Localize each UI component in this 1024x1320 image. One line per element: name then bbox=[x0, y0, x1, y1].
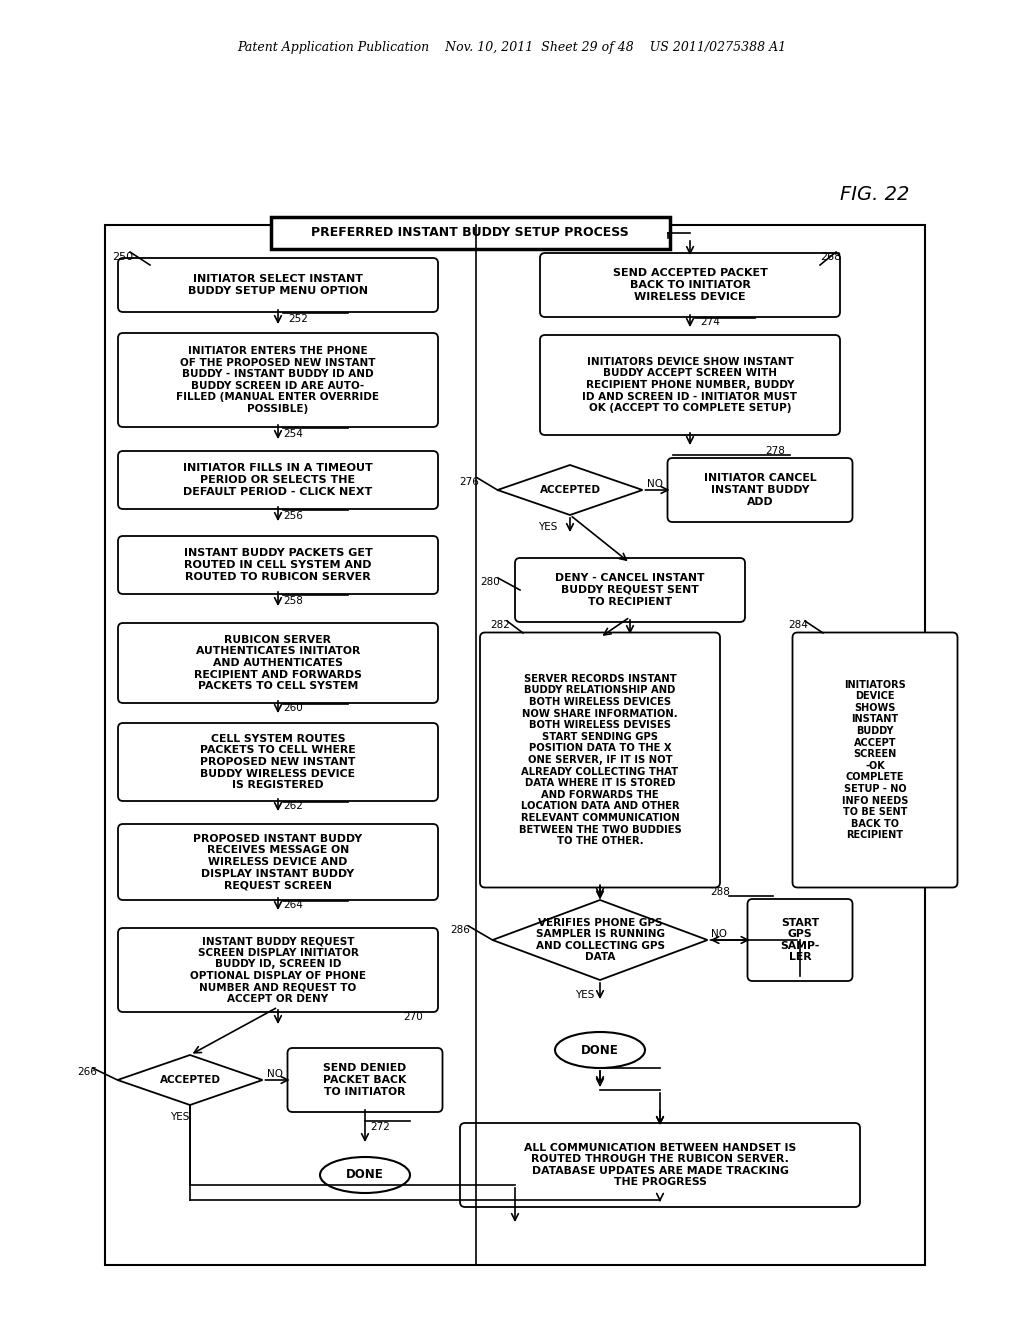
FancyBboxPatch shape bbox=[480, 632, 720, 887]
Text: 256: 256 bbox=[283, 511, 303, 521]
Text: ACCEPTED: ACCEPTED bbox=[540, 484, 600, 495]
Text: 282: 282 bbox=[490, 620, 510, 630]
Text: INSTANT BUDDY PACKETS GET
ROUTED IN CELL SYSTEM AND
ROUTED TO RUBICON SERVER: INSTANT BUDDY PACKETS GET ROUTED IN CELL… bbox=[183, 548, 373, 582]
Text: INITIATOR SELECT INSTANT
BUDDY SETUP MENU OPTION: INITIATOR SELECT INSTANT BUDDY SETUP MEN… bbox=[188, 275, 368, 296]
Text: INSTANT BUDDY REQUEST
SCREEN DISPLAY INITIATOR
BUDDY ID, SCREEN ID
OPTIONAL DISP: INSTANT BUDDY REQUEST SCREEN DISPLAY INI… bbox=[190, 936, 366, 1005]
Text: RUBICON SERVER
AUTHENTICATES INITIATOR
AND AUTHENTICATES
RECIPIENT AND FORWARDS
: RUBICON SERVER AUTHENTICATES INITIATOR A… bbox=[195, 635, 361, 692]
Text: YES: YES bbox=[538, 521, 557, 532]
Text: YES: YES bbox=[575, 990, 595, 1001]
Text: 288: 288 bbox=[711, 887, 730, 898]
Text: ALL COMMUNICATION BETWEEN HANDSET IS
ROUTED THROUGH THE RUBICON SERVER.
DATABASE: ALL COMMUNICATION BETWEEN HANDSET IS ROU… bbox=[524, 1143, 796, 1188]
FancyBboxPatch shape bbox=[540, 253, 840, 317]
Text: 262: 262 bbox=[283, 801, 303, 810]
Text: DONE: DONE bbox=[582, 1044, 618, 1056]
FancyBboxPatch shape bbox=[540, 335, 840, 436]
Text: 250: 250 bbox=[112, 252, 133, 261]
FancyBboxPatch shape bbox=[118, 536, 438, 594]
Text: DONE: DONE bbox=[346, 1168, 384, 1181]
Text: SEND ACCEPTED PACKET
BACK TO INITIATOR
WIRELESS DEVICE: SEND ACCEPTED PACKET BACK TO INITIATOR W… bbox=[612, 268, 767, 301]
Text: 266: 266 bbox=[78, 1067, 97, 1077]
Text: NO: NO bbox=[266, 1069, 283, 1078]
FancyBboxPatch shape bbox=[118, 928, 438, 1012]
FancyBboxPatch shape bbox=[288, 1048, 442, 1111]
Text: YES: YES bbox=[170, 1111, 189, 1122]
FancyBboxPatch shape bbox=[118, 257, 438, 312]
FancyBboxPatch shape bbox=[118, 723, 438, 801]
Text: 260: 260 bbox=[283, 704, 303, 713]
Text: DENY - CANCEL INSTANT
BUDDY REQUEST SENT
TO RECIPIENT: DENY - CANCEL INSTANT BUDDY REQUEST SENT… bbox=[555, 573, 705, 607]
Text: SEND DENIED
PACKET BACK
TO INITIATOR: SEND DENIED PACKET BACK TO INITIATOR bbox=[324, 1064, 407, 1097]
Text: 276: 276 bbox=[460, 477, 479, 487]
Polygon shape bbox=[498, 465, 642, 515]
FancyBboxPatch shape bbox=[118, 623, 438, 704]
Text: INITIATORS DEVICE SHOW INSTANT
BUDDY ACCEPT SCREEN WITH
RECIPIENT PHONE NUMBER, : INITIATORS DEVICE SHOW INSTANT BUDDY ACC… bbox=[583, 356, 798, 413]
Text: 254: 254 bbox=[283, 429, 303, 440]
FancyBboxPatch shape bbox=[748, 899, 853, 981]
Text: 252: 252 bbox=[288, 314, 308, 323]
Text: 280: 280 bbox=[480, 577, 500, 587]
Text: 272: 272 bbox=[370, 1122, 390, 1133]
Text: 274: 274 bbox=[700, 317, 720, 327]
Text: START
GPS
SAMP-
LER: START GPS SAMP- LER bbox=[780, 917, 819, 962]
Text: 258: 258 bbox=[283, 597, 303, 606]
Text: 286: 286 bbox=[451, 925, 470, 935]
Text: 268: 268 bbox=[820, 252, 842, 261]
Text: PREFERRED INSTANT BUDDY SETUP PROCESS: PREFERRED INSTANT BUDDY SETUP PROCESS bbox=[311, 227, 629, 239]
FancyBboxPatch shape bbox=[515, 558, 745, 622]
FancyBboxPatch shape bbox=[118, 824, 438, 900]
Text: NO: NO bbox=[712, 929, 727, 939]
Text: INITIATOR CANCEL
INSTANT BUDDY
ADD: INITIATOR CANCEL INSTANT BUDDY ADD bbox=[703, 474, 816, 507]
Text: VERIFIES PHONE GPS
SAMPLER IS RUNNING
AND COLLECTING GPS
DATA: VERIFIES PHONE GPS SAMPLER IS RUNNING AN… bbox=[536, 917, 665, 962]
FancyBboxPatch shape bbox=[793, 632, 957, 887]
Polygon shape bbox=[493, 900, 708, 979]
Polygon shape bbox=[118, 1055, 262, 1105]
Text: 270: 270 bbox=[403, 1012, 423, 1022]
Text: NO: NO bbox=[646, 479, 663, 488]
Text: PROPOSED INSTANT BUDDY
RECEIVES MESSAGE ON
WIRELESS DEVICE AND
DISPLAY INSTANT B: PROPOSED INSTANT BUDDY RECEIVES MESSAGE … bbox=[194, 834, 362, 890]
Text: Patent Application Publication    Nov. 10, 2011  Sheet 29 of 48    US 2011/02753: Patent Application Publication Nov. 10, … bbox=[238, 41, 786, 54]
FancyBboxPatch shape bbox=[668, 458, 853, 521]
Text: INITIATOR FILLS IN A TIMEOUT
PERIOD OR SELECTS THE
DEFAULT PERIOD - CLICK NEXT: INITIATOR FILLS IN A TIMEOUT PERIOD OR S… bbox=[183, 463, 373, 496]
Text: ACCEPTED: ACCEPTED bbox=[160, 1074, 220, 1085]
Text: 264: 264 bbox=[283, 900, 303, 909]
Text: CELL SYSTEM ROUTES
PACKETS TO CELL WHERE
PROPOSED NEW INSTANT
BUDDY WIRELESS DEV: CELL SYSTEM ROUTES PACKETS TO CELL WHERE… bbox=[200, 734, 355, 791]
Text: INITIATORS
DEVICE
SHOWS
INSTANT
BUDDY
ACCEPT
SCREEN
-OK
COMPLETE
SETUP - NO
INFO: INITIATORS DEVICE SHOWS INSTANT BUDDY AC… bbox=[842, 680, 908, 841]
FancyBboxPatch shape bbox=[118, 333, 438, 426]
Ellipse shape bbox=[319, 1158, 410, 1193]
FancyBboxPatch shape bbox=[270, 216, 670, 249]
Ellipse shape bbox=[555, 1032, 645, 1068]
FancyBboxPatch shape bbox=[118, 451, 438, 510]
Text: 278: 278 bbox=[765, 446, 784, 455]
Text: FIG. 22: FIG. 22 bbox=[840, 186, 909, 205]
Text: INITIATOR ENTERS THE PHONE
OF THE PROPOSED NEW INSTANT
BUDDY - INSTANT BUDDY ID : INITIATOR ENTERS THE PHONE OF THE PROPOS… bbox=[176, 346, 380, 414]
Text: 284: 284 bbox=[788, 620, 808, 630]
FancyBboxPatch shape bbox=[460, 1123, 860, 1206]
Text: SERVER RECORDS INSTANT
BUDDY RELATIONSHIP AND
BOTH WIRELESS DEVICES
NOW SHARE IN: SERVER RECORDS INSTANT BUDDY RELATIONSHI… bbox=[518, 673, 681, 846]
